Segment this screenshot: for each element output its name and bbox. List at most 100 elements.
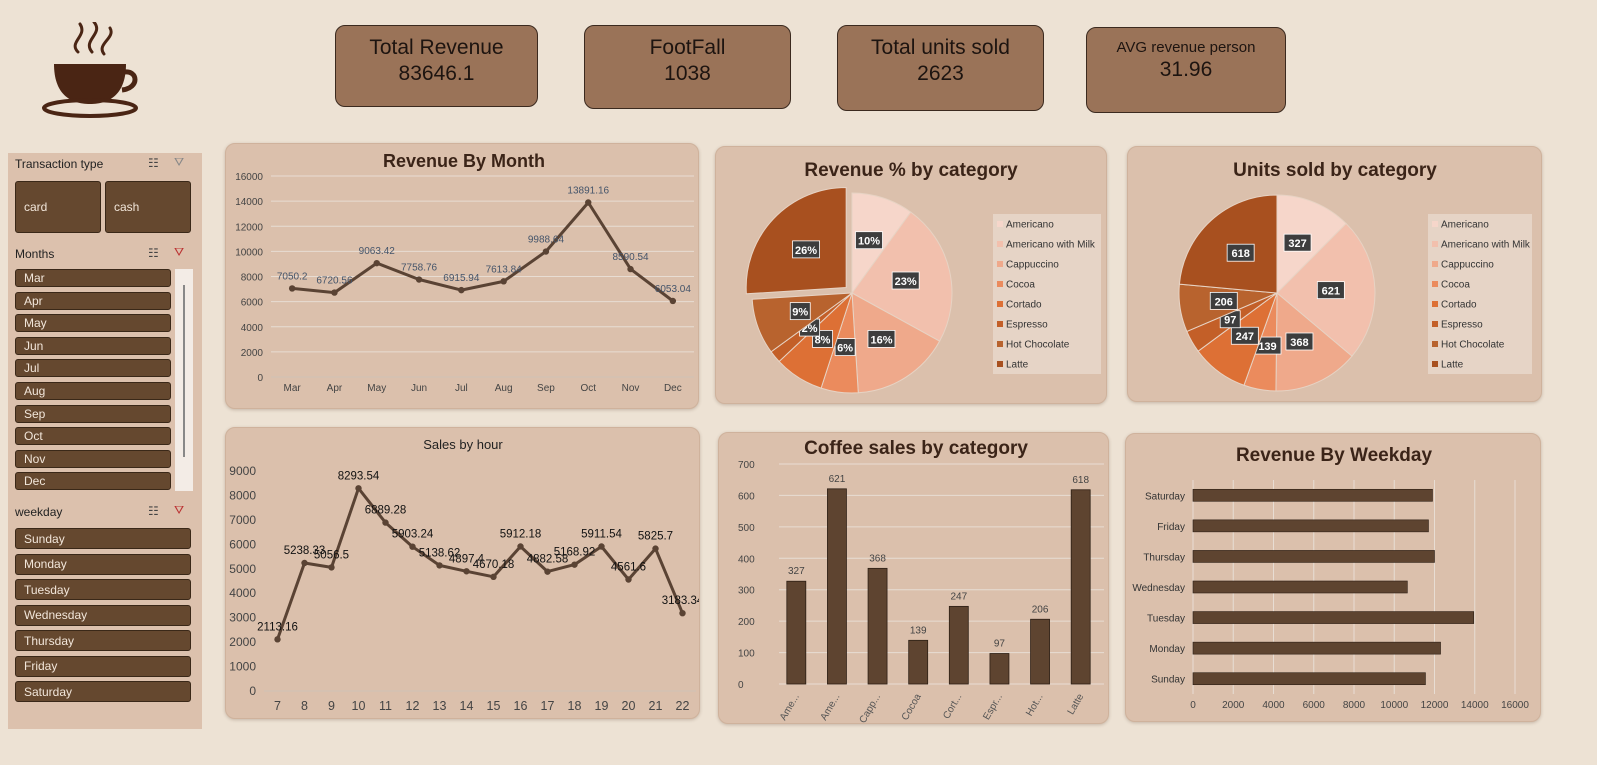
x-tick-label: 17	[541, 699, 555, 713]
data-label-box	[891, 271, 920, 290]
slicer-month-may[interactable]: May	[15, 314, 171, 333]
x-tick-label: 18	[568, 699, 582, 713]
x-tick-label: 20	[622, 699, 636, 713]
data-label-box	[834, 338, 856, 356]
slicer-month-aug[interactable]: Aug	[15, 382, 171, 400]
scrollbar-thumb[interactable]	[183, 285, 185, 457]
data-label-box	[1316, 281, 1345, 300]
x-tick-label: Ame...	[819, 692, 843, 723]
clear-filter-icon[interactable]: ⛛	[174, 503, 185, 517]
data-label: 10%	[858, 236, 880, 248]
data-label: 206	[1032, 604, 1049, 615]
legend-box	[993, 214, 1101, 374]
kpi-value: 2623	[917, 62, 964, 85]
legend-swatch	[997, 221, 1003, 227]
slicer-item-card[interactable]: card	[15, 181, 101, 233]
data-label-box	[1283, 233, 1312, 252]
data-label: 6889.28	[365, 505, 407, 517]
slicer-month-mar[interactable]: Mar	[15, 269, 171, 287]
kpi-title: AVG revenue person	[1116, 39, 1256, 56]
legend-swatch	[1432, 281, 1438, 287]
slicer-weekday-sunday[interactable]: Sunday	[15, 528, 191, 549]
legend-swatch	[1432, 221, 1438, 227]
x-tick-label: 19	[595, 699, 609, 713]
slicer-month-dec[interactable]: Dec	[15, 472, 171, 491]
legend-swatch	[1432, 341, 1438, 347]
series-line	[292, 201, 674, 303]
y-tick-label: 7000	[229, 513, 256, 527]
x-tick-label: 4000	[1262, 700, 1285, 711]
legend-label: Cocoa	[1441, 280, 1470, 291]
slicer-month-jul[interactable]: Jul	[15, 359, 171, 378]
legend-label: Americano with Milk	[1006, 240, 1096, 251]
revenue-by-weekday-chart: Revenue By Weekday 0 2000 4000 6000 8000 10000…	[1132, 445, 1529, 711]
slicer-weekday-saturday[interactable]: Saturday	[15, 681, 191, 702]
pie-slice	[851, 292, 941, 394]
y-tick-label: 12000	[235, 222, 263, 233]
data-label: 5238.33	[284, 545, 326, 557]
legend-label: Americano	[1441, 220, 1489, 231]
x-tick-label: 7	[274, 699, 281, 713]
data-point	[436, 562, 443, 569]
bar	[827, 488, 847, 685]
data-label: 5138.62	[419, 547, 461, 559]
kpi-value: 31.96	[1159, 58, 1213, 81]
x-tick-label: Mar	[284, 383, 302, 394]
kpi-value: 83646.1	[398, 62, 475, 85]
data-point	[571, 561, 578, 568]
x-tick-label: May	[367, 383, 386, 394]
slicer-weekday-tuesday[interactable]: Tuesday	[15, 579, 191, 600]
legend-swatch	[997, 321, 1003, 327]
data-point	[274, 636, 281, 643]
slicer-weekday-thursday[interactable]: Thursday	[15, 630, 191, 651]
data-label: 6720.56	[316, 276, 353, 287]
bar	[1030, 618, 1050, 685]
data-label: 7050.2	[277, 271, 308, 282]
clear-filter-icon[interactable]: ⛛	[174, 245, 185, 259]
x-tick-label: Cort...	[941, 692, 964, 721]
multi-select-icon[interactable]: ☷	[148, 504, 159, 518]
bar	[908, 639, 929, 685]
x-tick-label: 11	[379, 699, 392, 713]
legend-swatch	[1432, 321, 1438, 327]
data-label: 206	[1215, 296, 1233, 308]
data-label: 247	[950, 591, 967, 602]
kpi-value: 1038	[664, 62, 711, 85]
slicer-month-jun[interactable]: Jun	[15, 336, 171, 355]
y-tick-label: 8000	[229, 488, 256, 502]
slicer-item-cash[interactable]: cash	[105, 181, 191, 233]
y-tick-label: 6000	[229, 537, 256, 551]
slicer-month-apr[interactable]: Apr	[15, 291, 171, 310]
legend-label: Cappuccino	[1441, 260, 1494, 271]
bar	[1192, 519, 1429, 533]
data-point	[458, 286, 465, 294]
multi-select-icon[interactable]: ☷	[148, 246, 159, 260]
slicer-month-nov[interactable]: Nov	[15, 449, 171, 468]
slicer-month-sep[interactable]: Sep	[15, 404, 171, 423]
slicer-month-oct[interactable]: Oct	[15, 427, 171, 446]
x-tick-label: Aug	[495, 383, 513, 394]
chart-title: Coffee sales by category	[804, 438, 1028, 459]
y-tick-label: 8000	[241, 273, 264, 284]
data-label: 139	[1258, 341, 1276, 353]
x-tick-label: 14000	[1461, 700, 1489, 711]
legend-label: Latte	[1441, 360, 1464, 371]
data-point	[585, 199, 592, 206]
data-label: 9063.42	[359, 246, 396, 257]
data-label: 4670.18	[473, 559, 515, 571]
y-tick-label: 300	[738, 586, 755, 597]
slicer-weekday-friday[interactable]: Friday	[15, 655, 191, 677]
clear-filter-icon[interactable]: ⛛	[174, 155, 185, 169]
y-tick-label: 200	[738, 617, 755, 628]
data-label: 621	[1322, 286, 1340, 298]
multi-select-icon[interactable]: ☷	[148, 156, 159, 170]
x-tick-label: Nov	[622, 383, 640, 394]
legend-label: Hot Chocolate	[1006, 340, 1070, 351]
y-tick-label: Tuesday	[1147, 614, 1185, 625]
slicer-weekday-monday[interactable]: Monday	[15, 553, 191, 575]
months-scrollbar[interactable]	[175, 269, 193, 491]
data-label: 9%	[792, 307, 808, 319]
data-label: 5911.54	[581, 528, 622, 540]
slicer-weekday-wednesday[interactable]: Wednesday	[15, 604, 191, 626]
